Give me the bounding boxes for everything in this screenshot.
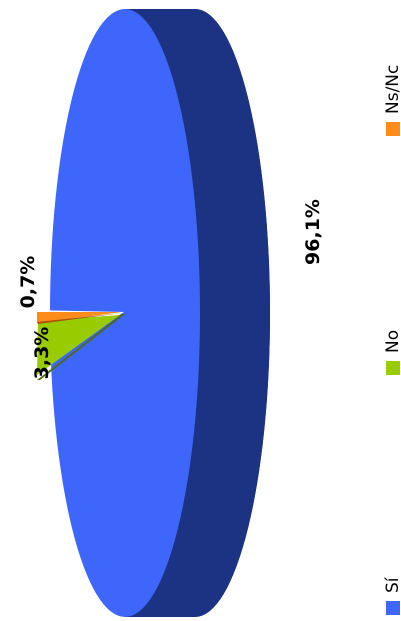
- legend-item-ns-nc-label: Ns/Nc: [383, 65, 401, 114]
- legend-item-no-label: No: [383, 330, 401, 353]
- legend-item-no-swatch: [386, 361, 400, 375]
- legend-item-si-label: Sí: [383, 576, 401, 593]
- legend-item-ns-nc-swatch: [386, 122, 400, 136]
- slice-si: [50, 9, 200, 617]
- data-label-si: 96,1%: [302, 199, 324, 265]
- data-label-no: 3,3%: [31, 327, 53, 380]
- slice-no: [37, 315, 120, 375]
- data-label-ns-nc: 0,7%: [17, 256, 39, 309]
- slice-side-ns-nc: [37, 313, 122, 324]
- slice-side-no: [37, 314, 125, 380]
- legend-item-si-swatch: [386, 601, 400, 615]
